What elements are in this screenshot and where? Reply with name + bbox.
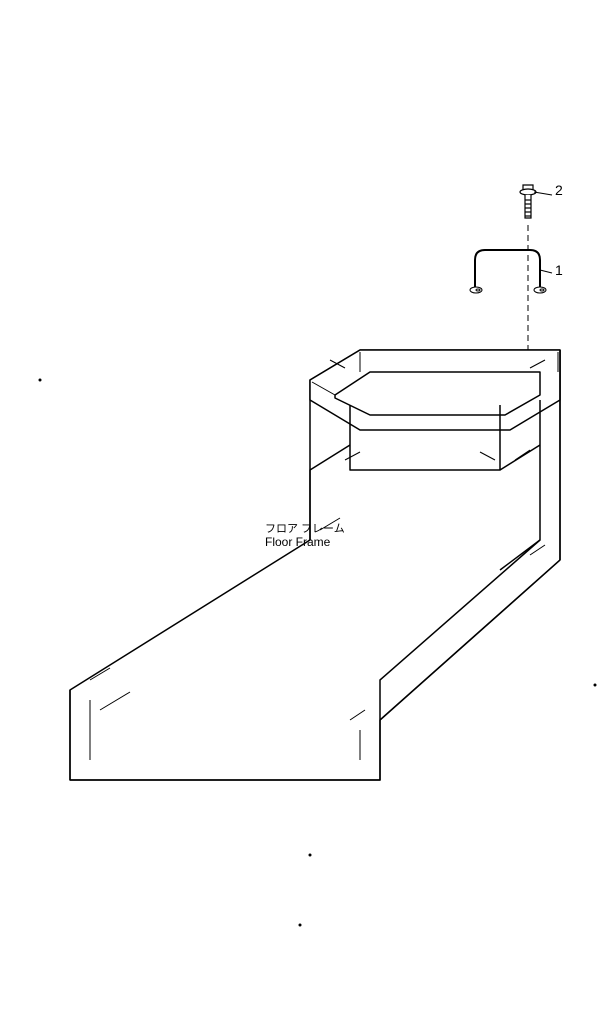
handle-tab-left — [470, 287, 482, 293]
bolt-shaft — [525, 195, 531, 218]
label-floor-frame-jp: フロア フレーム — [265, 522, 345, 535]
callout-2: 2 — [555, 182, 563, 198]
handle-tab-right — [534, 287, 546, 293]
callout-1: 1 — [555, 262, 563, 278]
parts-diagram: 2 1 フロア フレーム Floor Frame — [0, 0, 616, 1009]
frame-rim-inner — [335, 372, 540, 415]
bolt-washer — [520, 189, 536, 195]
label-floor-frame-en: Floor Frame — [265, 535, 331, 549]
